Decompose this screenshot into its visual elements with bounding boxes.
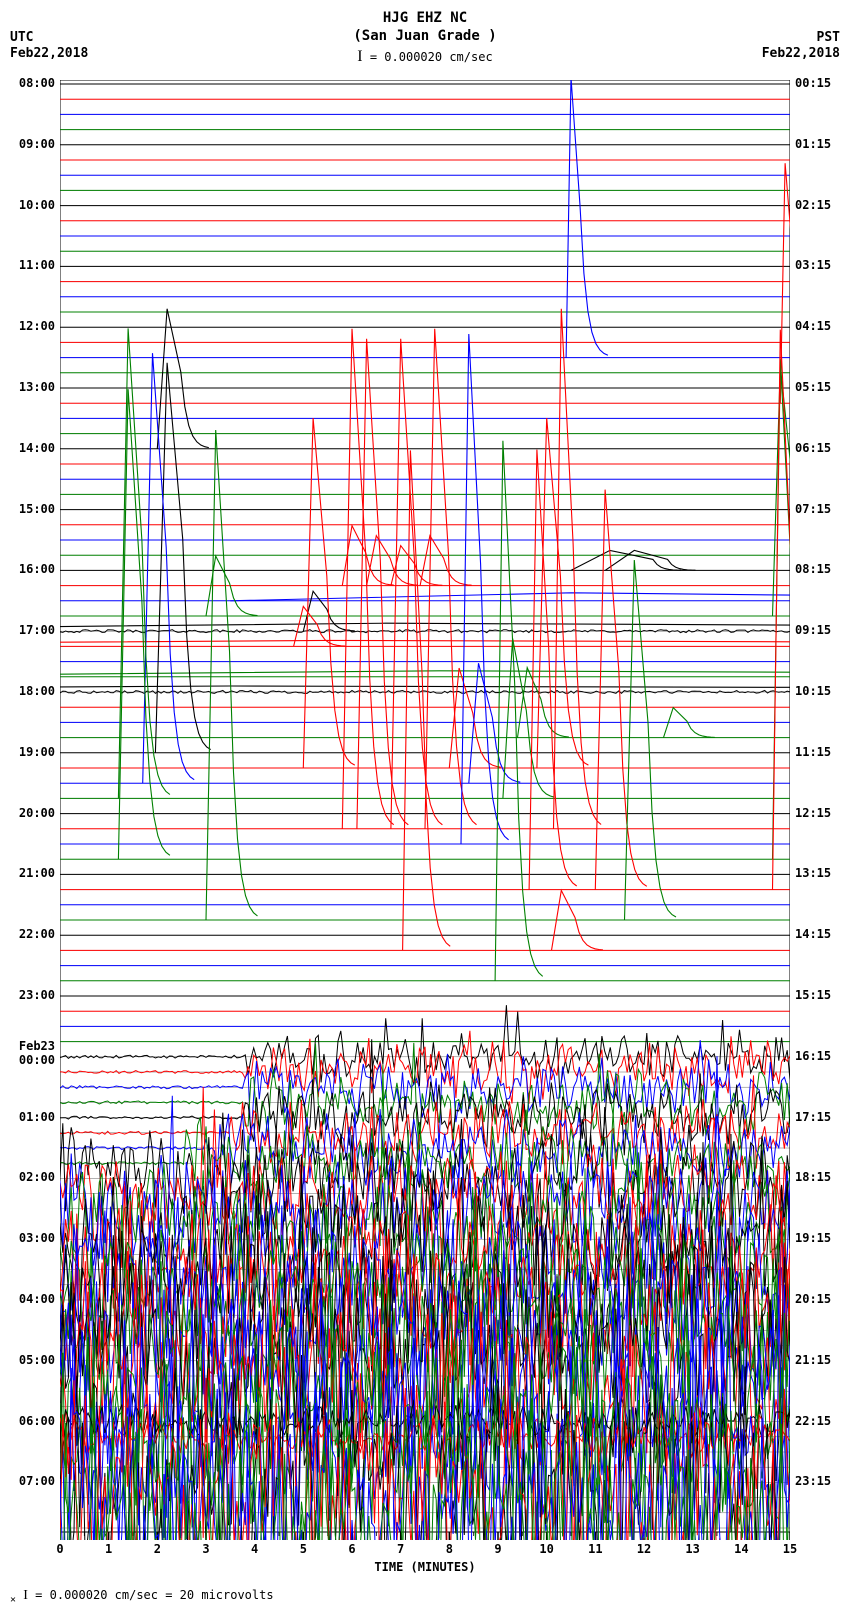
x-tick-label: 9 bbox=[494, 1542, 501, 1556]
x-tick-label: 8 bbox=[446, 1542, 453, 1556]
x-tick-label: 11 bbox=[588, 1542, 602, 1556]
right-time-label: 22:15 bbox=[795, 1414, 840, 1428]
right-time-label: 23:15 bbox=[795, 1474, 840, 1488]
left-time-label: 09:00 bbox=[10, 137, 55, 151]
right-time-label: 01:15 bbox=[795, 137, 840, 151]
left-time-label: 07:00 bbox=[10, 1474, 55, 1488]
left-time-label: 22:00 bbox=[10, 927, 55, 941]
right-time-label: 15:15 bbox=[795, 988, 840, 1002]
left-time-label: 23:00 bbox=[10, 988, 55, 1002]
right-time-label: 00:15 bbox=[795, 76, 840, 90]
right-time-label: 09:15 bbox=[795, 623, 840, 637]
station-location: (San Juan Grade ) bbox=[0, 28, 850, 44]
left-time-label: 17:00 bbox=[10, 623, 55, 637]
tz-left: UTC bbox=[10, 30, 33, 45]
left-time-label: 02:00 bbox=[10, 1170, 55, 1184]
left-time-label: 13:00 bbox=[10, 380, 55, 394]
left-time-label: 01:00 bbox=[10, 1110, 55, 1124]
left-time-label: 19:00 bbox=[10, 745, 55, 759]
right-time-label: 05:15 bbox=[795, 380, 840, 394]
x-tick-label: 13 bbox=[685, 1542, 699, 1556]
left-time-label: 14:00 bbox=[10, 441, 55, 455]
x-tick-label: 15 bbox=[783, 1542, 797, 1556]
station-title: HJG EHZ NC bbox=[0, 10, 850, 26]
left-time-label: 15:00 bbox=[10, 502, 55, 516]
right-time-label: 10:15 bbox=[795, 684, 840, 698]
left-time-label: 16:00 bbox=[10, 562, 55, 576]
date-left: Feb22,2018 bbox=[10, 46, 88, 61]
left-time-label: 12:00 bbox=[10, 319, 55, 333]
x-tick-label: 6 bbox=[348, 1542, 355, 1556]
right-time-label: 12:15 bbox=[795, 806, 840, 820]
left-time-label: 06:00 bbox=[10, 1414, 55, 1428]
x-tick-label: 5 bbox=[300, 1542, 307, 1556]
left-time-label: Feb23 bbox=[10, 1039, 55, 1053]
left-time-label: 04:00 bbox=[10, 1292, 55, 1306]
right-time-label: 18:15 bbox=[795, 1170, 840, 1184]
right-time-label: 13:15 bbox=[795, 866, 840, 880]
helicorder-plot bbox=[60, 80, 790, 1540]
date-right: Feb22,2018 bbox=[762, 46, 840, 61]
x-tick-label: 7 bbox=[397, 1542, 404, 1556]
tz-right: PST bbox=[817, 30, 840, 45]
x-tick-label: 3 bbox=[202, 1542, 209, 1556]
left-time-label: 05:00 bbox=[10, 1353, 55, 1367]
right-time-label: 11:15 bbox=[795, 745, 840, 759]
x-tick-label: 14 bbox=[734, 1542, 748, 1556]
right-time-label: 02:15 bbox=[795, 198, 840, 212]
right-time-label: 03:15 bbox=[795, 258, 840, 272]
x-tick-label: 2 bbox=[154, 1542, 161, 1556]
right-time-label: 21:15 bbox=[795, 1353, 840, 1367]
x-tick-label: 12 bbox=[637, 1542, 651, 1556]
left-time-label: 18:00 bbox=[10, 684, 55, 698]
right-time-label: 14:15 bbox=[795, 927, 840, 941]
x-axis-label: TIME (MINUTES) bbox=[0, 1560, 850, 1574]
x-tick-label: 1 bbox=[105, 1542, 112, 1556]
left-time-label: 20:00 bbox=[10, 806, 55, 820]
left-time-label: 03:00 bbox=[10, 1231, 55, 1245]
left-time-label: 10:00 bbox=[10, 198, 55, 212]
scale-info: I = 0.000020 cm/sec bbox=[0, 48, 850, 66]
left-time-label: 08:00 bbox=[10, 76, 55, 90]
x-tick-label: 4 bbox=[251, 1542, 258, 1556]
right-time-label: 07:15 bbox=[795, 502, 840, 516]
footer-scale: × I = 0.000020 cm/sec = 20 microvolts bbox=[10, 1588, 274, 1605]
right-time-label: 17:15 bbox=[795, 1110, 840, 1124]
x-tick-label: 0 bbox=[56, 1542, 63, 1556]
right-time-label: 04:15 bbox=[795, 319, 840, 333]
right-time-label: 20:15 bbox=[795, 1292, 840, 1306]
right-time-label: 16:15 bbox=[795, 1049, 840, 1063]
scale-bar-icon: I bbox=[357, 48, 362, 65]
right-time-label: 08:15 bbox=[795, 562, 840, 576]
right-time-label: 06:15 bbox=[795, 441, 840, 455]
left-time-label: 21:00 bbox=[10, 866, 55, 880]
x-tick-label: 10 bbox=[539, 1542, 553, 1556]
right-time-label: 19:15 bbox=[795, 1231, 840, 1245]
left-time-label: 11:00 bbox=[10, 258, 55, 272]
left-time-label: 00:00 bbox=[10, 1053, 55, 1067]
